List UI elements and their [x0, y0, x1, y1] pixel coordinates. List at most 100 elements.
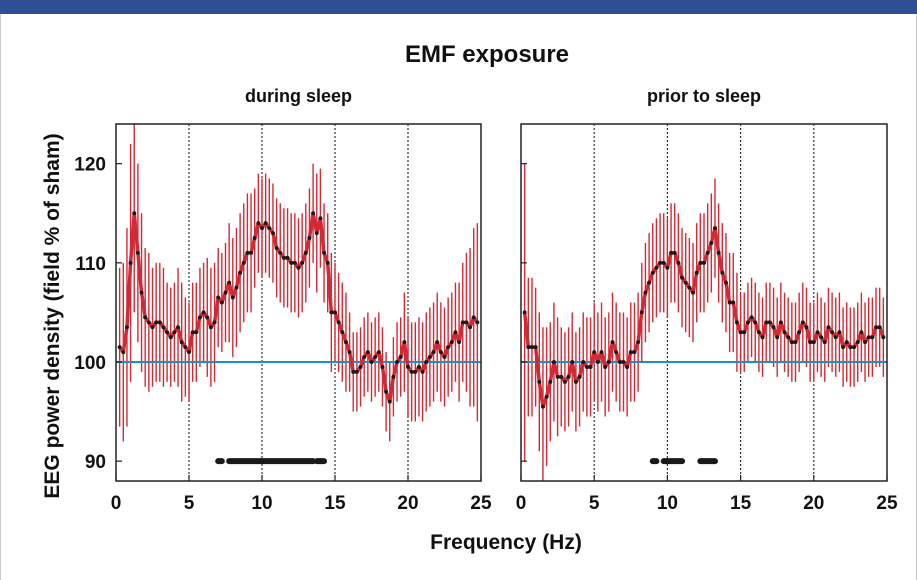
- data-point: [303, 250, 308, 255]
- x-tick-label: 0: [111, 493, 122, 514]
- data-point: [841, 345, 846, 350]
- data-point: [658, 260, 663, 265]
- data-point: [775, 335, 780, 340]
- data-point: [267, 226, 272, 231]
- data-point: [274, 245, 279, 250]
- data-point: [753, 320, 758, 325]
- data-point: [815, 330, 820, 335]
- data-point: [592, 350, 597, 355]
- data-point: [522, 310, 527, 315]
- frame-left-rule: [0, 14, 1, 580]
- data-point: [669, 250, 674, 255]
- data-point: [121, 350, 126, 355]
- data-point: [194, 330, 199, 335]
- data-point: [424, 360, 429, 364]
- data-point: [691, 290, 696, 295]
- data-point: [610, 340, 615, 345]
- data-point: [672, 250, 677, 255]
- data-point: [789, 340, 794, 345]
- data-point: [446, 345, 451, 350]
- x-tick-label: 20: [803, 493, 824, 514]
- data-point: [143, 315, 148, 320]
- data-point: [636, 340, 641, 345]
- panel-subtitle: during sleep: [245, 86, 352, 106]
- data-point: [760, 335, 765, 340]
- data-point: [661, 260, 666, 265]
- panel-subtitle: prior to sleep: [647, 86, 761, 106]
- data-point: [544, 394, 549, 399]
- data-point: [559, 374, 564, 379]
- data-point: [826, 325, 831, 330]
- data-point: [709, 241, 714, 245]
- data-point: [881, 335, 886, 340]
- data-point: [702, 260, 706, 265]
- data-point: [117, 345, 122, 350]
- data-point: [449, 340, 454, 345]
- data-point: [643, 290, 648, 295]
- data-point: [205, 315, 210, 320]
- data-point: [808, 340, 813, 345]
- data-point: [819, 335, 824, 340]
- data-point: [599, 350, 604, 355]
- x-tick-label: 25: [876, 493, 898, 514]
- data-point: [723, 280, 728, 285]
- data-point: [734, 320, 739, 325]
- data-point: [551, 360, 556, 364]
- data-point: [453, 330, 458, 335]
- data-point: [471, 315, 476, 320]
- data-point: [566, 374, 571, 379]
- data-point: [409, 369, 414, 374]
- data-point: [811, 340, 816, 345]
- data-point: [278, 250, 283, 255]
- x-axis-label: Frequency (Hz): [430, 531, 582, 554]
- data-point: [793, 340, 798, 345]
- data-point: [347, 350, 352, 355]
- data-point: [314, 231, 319, 236]
- data-point: [340, 330, 345, 335]
- data-point: [398, 355, 403, 360]
- data-point: [632, 350, 637, 355]
- data-point: [227, 280, 232, 285]
- x-tick-label: 0: [516, 493, 527, 514]
- data-point: [343, 340, 348, 345]
- data-point: [464, 320, 469, 325]
- data-point: [475, 320, 480, 325]
- data-point: [154, 320, 159, 325]
- data-point: [687, 285, 692, 290]
- data-point: [863, 340, 868, 345]
- data-point: [230, 295, 235, 300]
- y-tick-label: 90: [85, 452, 106, 473]
- data-point: [376, 350, 381, 355]
- data-point: [208, 325, 213, 330]
- data-point: [241, 260, 246, 265]
- data-point: [234, 285, 239, 290]
- plot-frame: [115, 123, 482, 482]
- y-tick-label: 100: [74, 353, 106, 374]
- data-point: [683, 280, 688, 285]
- data-point: [413, 369, 418, 374]
- data-point: [625, 364, 630, 369]
- data-point: [822, 340, 827, 345]
- data-point: [351, 369, 356, 374]
- panel-during-sleep: during sleep 0 5 10 15 20 25 90 100 110 120: [74, 86, 492, 514]
- data-point: [870, 335, 875, 340]
- x-tick-label: 15: [730, 493, 752, 514]
- data-point: [183, 345, 188, 350]
- plot-area: [116, 124, 481, 465]
- data-point: [391, 374, 396, 379]
- data-point: [187, 350, 191, 355]
- data-point: [402, 340, 407, 345]
- data-point: [460, 320, 465, 325]
- x-tick-label: 10: [657, 493, 678, 514]
- data-point: [190, 330, 195, 335]
- data-point: [420, 369, 425, 374]
- data-point: [756, 330, 761, 335]
- data-point: [595, 360, 600, 364]
- data-point: [318, 216, 323, 221]
- data-point: [219, 300, 224, 305]
- data-point: [731, 300, 736, 305]
- data-point: [639, 310, 644, 315]
- data-point: [742, 330, 747, 335]
- data-point: [325, 260, 330, 265]
- data-point: [581, 360, 586, 364]
